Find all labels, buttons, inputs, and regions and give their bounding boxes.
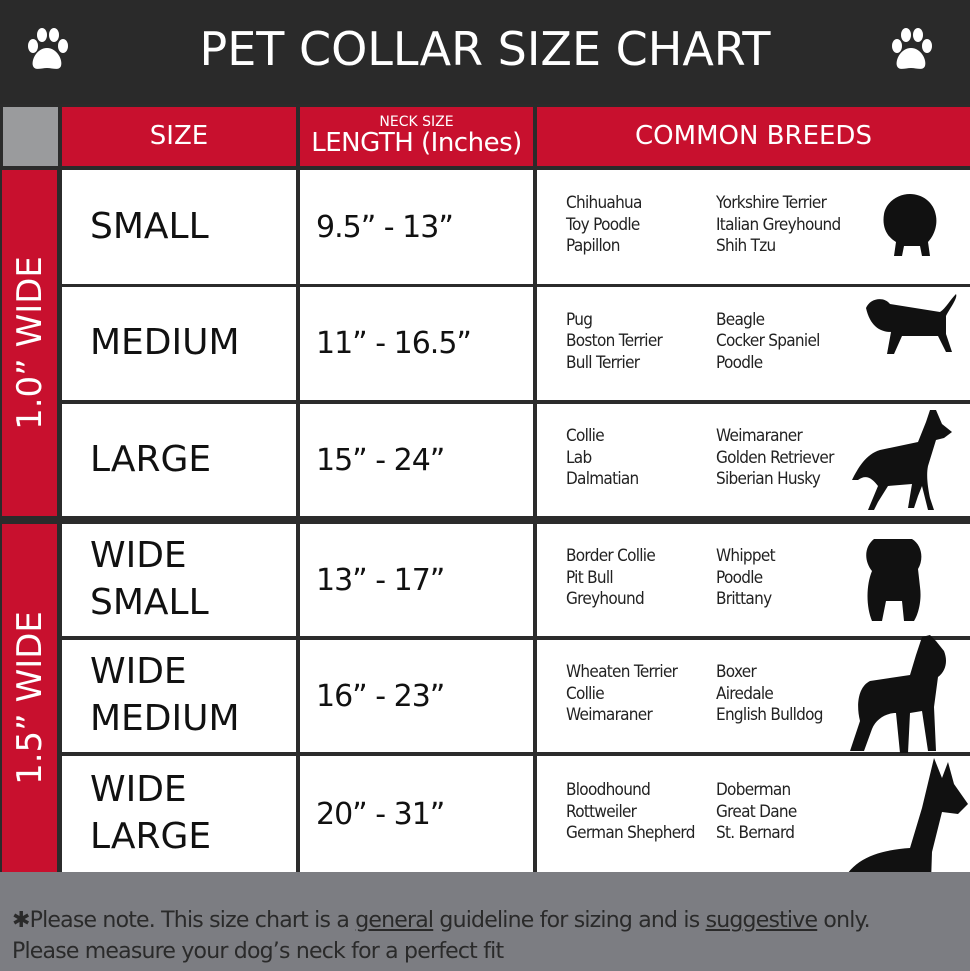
breed-list: Beagle Cocker Spaniel Poodle xyxy=(716,310,820,375)
breed-item: Pug xyxy=(566,309,593,330)
paw-print-icon xyxy=(892,28,932,69)
breed-item: Brittany xyxy=(716,589,772,609)
length-value: 15” - 24” xyxy=(316,442,445,478)
breed-item: Bull Terrier xyxy=(566,352,640,373)
breed-item: Italian Greyhound xyxy=(716,214,841,235)
breed-item: Poodle xyxy=(716,567,763,588)
breed-item: Weimaraner xyxy=(566,705,653,725)
breed-item: Whippet xyxy=(716,546,776,566)
length-cell: 9.5” - 13” xyxy=(300,170,533,284)
breed-item: Golden Retriever xyxy=(716,447,834,468)
length-value: 13” - 17” xyxy=(316,562,445,598)
length-cell: 20” - 31” xyxy=(300,756,533,872)
breed-item: Cocker Spaniel xyxy=(716,331,820,351)
column-header-breeds: COMMON BREEDS xyxy=(537,107,970,166)
length-value: 20” - 31” xyxy=(316,796,445,832)
breed-list: Boxer Airedale English Bulldog xyxy=(716,662,824,727)
column-header-length: NECK SIZE LENGTH (Inches) xyxy=(300,107,533,166)
dachshund-silhouette-icon xyxy=(866,294,957,354)
header: PET COLLAR SIZE CHART xyxy=(0,0,970,104)
size-cell: WIDE LARGE xyxy=(62,756,296,872)
breed-item: Bloodhound xyxy=(566,780,651,800)
length-cell: 11” - 16.5” xyxy=(300,287,533,400)
breed-list: Border Collie Pit Bull Greyhound xyxy=(566,546,656,611)
footer-note: ✱Please note. This size chart is a gener… xyxy=(0,872,970,971)
breed-item: Dalmatian xyxy=(566,469,639,489)
length-value: 9.5” - 13” xyxy=(316,209,454,245)
breed-item: Airedale xyxy=(716,683,774,704)
breed-list: Weimaraner Golden Retriever Siberian Husky xyxy=(716,426,834,491)
breed-list: Collie Lab Dalmatian xyxy=(566,426,639,491)
note-text: guideline for sizing and is xyxy=(433,908,706,933)
bulldog-silhouette-icon xyxy=(866,539,922,621)
breed-item: Beagle xyxy=(716,309,765,330)
size-cell: LARGE xyxy=(62,404,296,516)
breed-list: Bloodhound Rottweiler German Shepherd xyxy=(566,780,695,845)
size-label: LARGE xyxy=(90,438,212,480)
size-label: SMALL xyxy=(90,205,209,247)
note-emphasis-suggestive: suggestive xyxy=(705,908,818,933)
group-label-1-5in: 1.5” WIDE xyxy=(2,524,57,872)
breed-list: Whippet Poodle Brittany xyxy=(716,546,776,611)
length-label: LENGTH (Inches) xyxy=(311,128,522,158)
size-label: MEDIUM xyxy=(90,322,240,364)
breed-item: Collie xyxy=(566,683,605,704)
pitbull-silhouette-icon xyxy=(850,635,946,753)
length-value: 16” - 23” xyxy=(316,678,445,714)
breeds-cell: Chihuahua Toy Poodle Papillon Yorkshire Ter… xyxy=(537,170,970,284)
breed-item: Pit Bull xyxy=(566,567,614,588)
breed-item: Siberian Husky xyxy=(716,469,821,489)
note-emphasis-general: general xyxy=(355,908,434,933)
shepherd-silhouette-icon xyxy=(852,410,952,510)
size-label: WIDE SMALL xyxy=(90,535,209,623)
column-header-size: SIZE xyxy=(62,107,296,166)
breed-item: Weimaraner xyxy=(716,426,803,446)
size-cell: MEDIUM xyxy=(62,287,296,400)
breed-item: Poodle xyxy=(716,352,763,373)
paw-print-icon xyxy=(28,28,68,69)
breed-list: Yorkshire Terrier Italian Greyhound Shih T… xyxy=(716,193,841,258)
size-cell: WIDE MEDIUM xyxy=(62,640,296,752)
breed-list: Wheaten Terrier Collie Weimaraner xyxy=(566,662,678,727)
breed-item: Doberman xyxy=(716,780,791,800)
length-cell: 16” - 23” xyxy=(300,640,533,752)
corner-cell xyxy=(3,107,58,166)
length-value: 11” - 16.5” xyxy=(316,326,472,361)
note-line-2: Please measure your dog’s neck for a per… xyxy=(12,939,504,964)
breed-item: Border Collie xyxy=(566,546,656,566)
breed-list: Chihuahua Toy Poodle Papillon xyxy=(566,193,642,258)
breed-item: Wheaten Terrier xyxy=(566,662,678,682)
neck-size-label: NECK SIZE xyxy=(379,114,454,130)
breed-item: Papillon xyxy=(566,236,620,256)
note-text: only. xyxy=(817,908,870,933)
breed-item: Toy Poodle xyxy=(566,214,640,235)
breed-item: Yorkshire Terrier xyxy=(716,193,827,213)
breed-list: Doberman Great Dane St. Bernard xyxy=(716,780,797,845)
breed-item: Boxer xyxy=(716,662,757,682)
breed-item: Lab xyxy=(566,447,592,468)
group-label-1in: 1.0” WIDE xyxy=(2,170,57,516)
breed-item: English Bulldog xyxy=(716,705,824,725)
size-cell: WIDE SMALL xyxy=(62,524,296,636)
breed-item: Shih Tzu xyxy=(716,236,776,256)
size-cell: SMALL xyxy=(62,170,296,284)
group-label-text: 1.5” WIDE xyxy=(9,611,50,785)
pomeranian-silhouette-icon xyxy=(883,194,937,256)
page-title: PET COLLAR SIZE CHART xyxy=(199,22,771,76)
breed-item: Boston Terrier xyxy=(566,331,663,351)
size-label: WIDE MEDIUM xyxy=(90,651,240,739)
breed-item: Collie xyxy=(566,426,605,446)
length-cell: 13” - 17” xyxy=(300,524,533,636)
note-text: ✱Please note. This size chart is a xyxy=(12,908,356,933)
group-label-text: 1.0” WIDE xyxy=(9,256,50,430)
length-cell: 15” - 24” xyxy=(300,404,533,516)
breed-item: Greyhound xyxy=(566,589,645,609)
breed-item: St. Bernard xyxy=(716,823,795,843)
breed-item: Great Dane xyxy=(716,801,797,822)
breed-item: Chihuahua xyxy=(566,193,642,213)
breed-list: Pug Boston Terrier Bull Terrier xyxy=(566,309,663,375)
size-label: WIDE LARGE xyxy=(90,769,212,857)
breed-item: German Shepherd xyxy=(566,823,695,843)
breed-item: Rottweiler xyxy=(566,801,637,822)
